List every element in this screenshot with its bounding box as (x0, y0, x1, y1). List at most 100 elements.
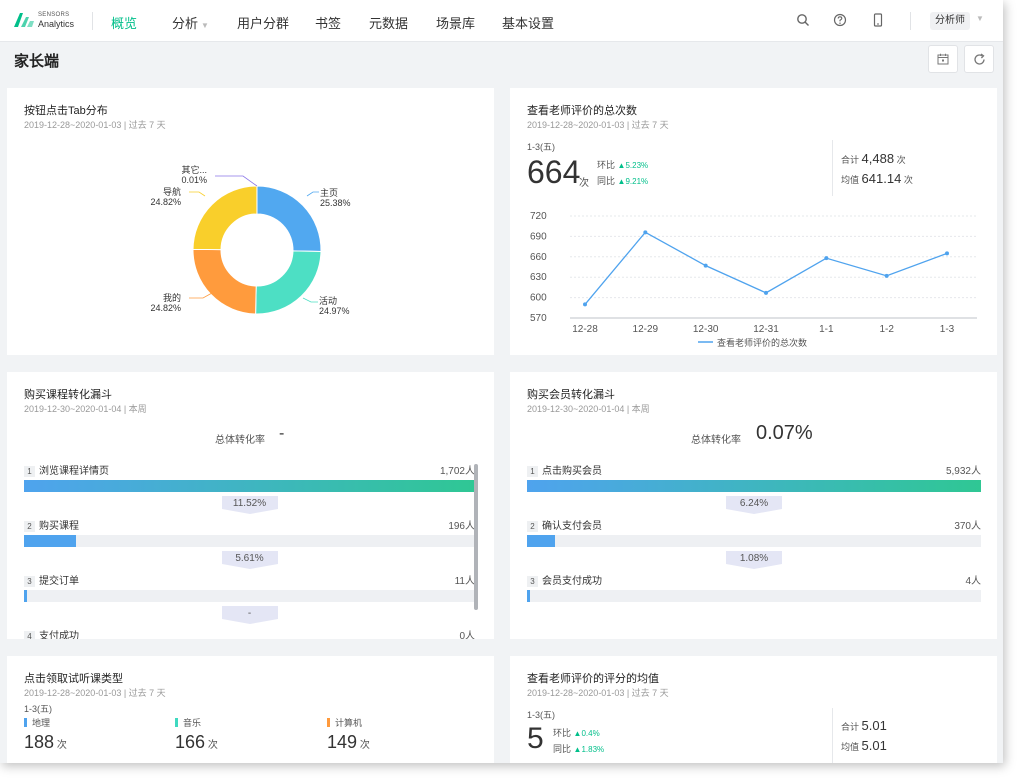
funnel-step-name: 支付成功 (39, 631, 79, 639)
nav-item-analysis-label: 分析 (172, 16, 199, 31)
conversion-tag-shape (221, 606, 278, 624)
avg-row: 均值 5.01 (841, 738, 887, 753)
funnel-step-label: 3 提交订单 (24, 572, 79, 587)
pie-slice-3[interactable] (192, 185, 258, 251)
calendar-icon (937, 53, 949, 65)
funnel-step-name: 确认支付会员 (542, 521, 602, 532)
funnel-step-name: 购买课程 (39, 521, 79, 532)
user-menu[interactable]: 分析师 (930, 12, 970, 30)
chevron-down-icon: ▼ (201, 21, 209, 30)
nav-item-bookmarks[interactable]: 书签 (315, 16, 342, 31)
funnel-bar-track[interactable] (24, 480, 475, 492)
yoy-label: 同比 (553, 744, 572, 754)
pie-label-activity: 活动 24.97% (319, 296, 350, 316)
overall-conversion-value: - (279, 425, 285, 442)
funnel-step-count: 4人 (965, 576, 981, 587)
pie-label-home: 主页 25.38% (320, 188, 351, 208)
nav-item-overview[interactable]: 概览 (111, 16, 138, 31)
pie-label-mine-pct: 24.82% (150, 303, 181, 313)
refresh-icon (974, 53, 985, 65)
search-icon[interactable] (796, 13, 810, 27)
card-rating-average: 查看老师评价的评分的均值 2019-12-28~2020-01-03 | 过去 … (510, 656, 997, 763)
page-title: 家长端 (14, 53, 60, 70)
x-tick-label: 12-29 (633, 324, 659, 335)
funnel-step-index: 1 (24, 466, 35, 477)
conversion-tag-shape (221, 551, 278, 569)
user-chevron-down-icon[interactable]: ▼ (976, 14, 984, 23)
arrow-up-icon: ▲ (617, 161, 626, 170)
funnel-bar-fill (24, 590, 27, 602)
data-point[interactable] (643, 230, 648, 235)
y-tick-label: 570 (530, 313, 547, 324)
card-trial-course-types: 点击领取试听课类型 2019-12-28~2020-01-03 | 过去 7 天… (7, 656, 494, 763)
mobile-icon[interactable] (871, 13, 885, 27)
nav-item-analysis[interactable]: 分析 ▼ (172, 13, 209, 32)
funnel-bar-track[interactable] (24, 535, 475, 547)
data-point[interactable] (703, 263, 708, 268)
pie-label-other: 其它... 0.01% (177, 165, 207, 185)
nav-item-settings[interactable]: 基本设置 (502, 16, 555, 31)
data-point[interactable] (583, 302, 587, 307)
nav-divider (92, 12, 93, 30)
trial-type-name: 音乐 (183, 718, 202, 728)
x-tick-label: 1-2 (879, 324, 894, 335)
legend-label[interactable]: 查看老师评价的总次数 (717, 337, 807, 348)
trial-type-value: 188 次 (24, 732, 67, 753)
metric-unit: 次 (579, 178, 589, 189)
pie-leader-line-3 (189, 191, 206, 197)
avg-value: 5.01 (861, 738, 887, 753)
overall-conversion-value: 0.07% (756, 422, 813, 444)
nav-item-user-groups[interactable]: 用户分群 (237, 16, 290, 31)
card-teacher-eval-count: 查看老师评价的总次数 2019-12-28~2020-01-03 | 过去 7 … (510, 88, 997, 355)
pie-label-mine: 我的 24.82% (147, 293, 181, 313)
pie-label-mine-name: 我的 (162, 293, 181, 303)
scrollbar-thumb[interactable] (474, 464, 478, 610)
funnel-bar-track[interactable] (527, 480, 981, 492)
yoy-row: 同比 ▲9.21% (597, 174, 648, 187)
trial-type-count: 188 (24, 732, 55, 752)
mom-row: 环比 ▲5.23% (597, 158, 648, 171)
funnel-step-name: 点击购买会员 (542, 466, 602, 477)
card-title: 购买会员转化漏斗 (527, 389, 615, 401)
card-date-range: 2019-12-28~2020-01-03 | 过去 7 天 (24, 688, 166, 698)
help-icon[interactable] (833, 13, 847, 27)
card-date-range: 2019-12-30~2020-01-04 | 本周 (24, 404, 147, 414)
conversion-rate-tag: 5.61% (221, 551, 278, 569)
funnel-step-index: 2 (527, 521, 538, 532)
funnel-step-index: 2 (24, 521, 35, 532)
pie-slice-0[interactable] (256, 185, 322, 253)
metric-date: 1-3(五) (24, 704, 53, 714)
legend-swatch (327, 718, 330, 727)
pie-slice-2[interactable] (192, 248, 257, 315)
arrow-up-icon: ▲ (617, 177, 626, 186)
funnel-step-name: 提交订单 (39, 576, 79, 587)
logo[interactable]: SENSORS Analytics (14, 11, 84, 33)
data-point[interactable] (824, 256, 829, 261)
metric-divider (832, 708, 833, 763)
pie-label-activity-pct: 24.97% (319, 306, 350, 316)
refresh-button[interactable] (964, 45, 994, 73)
trial-type-value: 166 次 (175, 732, 218, 753)
data-point[interactable] (945, 251, 949, 256)
card-date-range: 2019-12-28~2020-01-03 | 过去 7 天 (527, 688, 669, 698)
date-picker-button[interactable] (928, 45, 958, 73)
pie-slice-1[interactable] (255, 250, 322, 315)
nav-item-metadata[interactable]: 元数据 (369, 16, 409, 31)
funnel-bar-fill (527, 480, 981, 492)
metric-date: 1-3(五) (527, 710, 556, 720)
trial-type-unit: 次 (357, 740, 370, 751)
legend-swatch (24, 718, 27, 727)
funnel-step-label: 4 支付成功 (24, 627, 79, 639)
conversion-rate-tag: 11.52% (221, 496, 278, 514)
nav-item-scenes[interactable]: 场景库 (436, 16, 476, 31)
metric-value: 5 (527, 722, 544, 755)
line-chart: 720 690 660 630 600 570 12-28 12-29 12-30 12-31 1-… (530, 211, 977, 348)
data-point[interactable] (764, 290, 768, 295)
funnel-bar-track[interactable] (527, 590, 981, 602)
funnel-bar-track[interactable] (24, 590, 475, 602)
trial-type-count: 149 (327, 732, 358, 752)
funnel-bar-track[interactable] (527, 535, 981, 547)
arrow-up-icon: ▲ (573, 729, 582, 738)
avg-label: 均值 (841, 742, 860, 752)
data-point[interactable] (884, 273, 889, 278)
